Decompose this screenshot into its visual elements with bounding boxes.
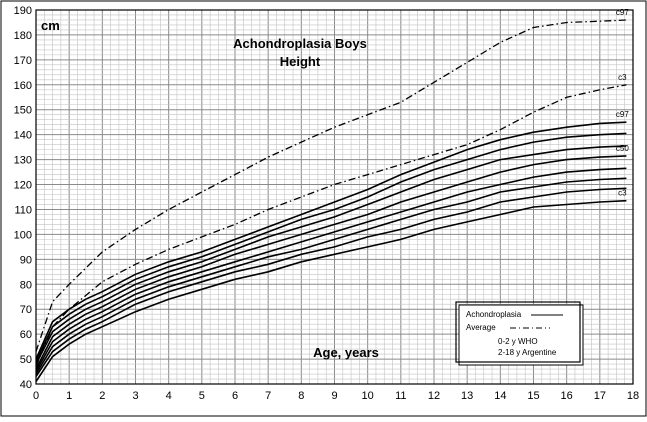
y-axis-unit: cm — [41, 18, 60, 33]
y-tick-label: 180 — [14, 30, 32, 42]
x-tick-label: 4 — [166, 390, 172, 402]
curve-label-c97: c97 — [616, 8, 629, 17]
y-tick-label: 160 — [14, 80, 32, 92]
series-line-average-1 — [35, 84, 627, 367]
y-tick-label: 100 — [14, 229, 32, 241]
x-tick-label: 1 — [66, 390, 72, 402]
grid — [35, 9, 634, 385]
x-tick-label: 14 — [494, 390, 506, 402]
y-tick-label: 170 — [14, 55, 32, 67]
x-tick-label: 10 — [362, 390, 374, 402]
series-line-achondroplasia-7 — [35, 177, 627, 375]
curve-label-c50: c50 — [616, 144, 629, 153]
x-tick-label: 17 — [594, 390, 606, 402]
y-tick-label: 40 — [20, 379, 32, 391]
x-tick-label: 9 — [331, 390, 337, 402]
y-tick-label: 80 — [20, 279, 32, 291]
x-tick-label: 3 — [132, 390, 138, 402]
series-line-achondroplasia-4 — [35, 145, 627, 365]
legend: Achondroplasia Average 0-2 y WHO 2-18 y … — [455, 301, 584, 366]
y-tick-label: 110 — [14, 204, 32, 216]
x-tick-label: 8 — [298, 390, 304, 402]
y-tick-label: 120 — [14, 180, 32, 192]
y-tick-label: 60 — [20, 329, 32, 341]
legend-box — [458, 304, 584, 366]
x-tick-label: 6 — [232, 390, 238, 402]
x-tick-label: 5 — [199, 390, 205, 402]
series-line-achondroplasia-6 — [35, 167, 627, 372]
legend-entry-average: Average — [466, 323, 496, 332]
chart-title: Achondroplasia Boys — [233, 36, 367, 51]
x-tick-label: 0 — [33, 390, 39, 402]
y-tick-label: 150 — [14, 105, 32, 117]
x-tick-label: 15 — [527, 390, 539, 402]
y-tick-label: 90 — [20, 254, 32, 266]
x-axis-label: Age, years — [313, 345, 379, 360]
legend-entry-who: 0-2 y WHO — [498, 337, 538, 346]
series-line-achondroplasia-8 — [35, 187, 627, 377]
y-tick-label: 140 — [14, 130, 32, 142]
y-tick-label: 50 — [20, 354, 32, 366]
series-line-achondroplasia-5 — [35, 155, 627, 370]
x-tick-label: 13 — [461, 390, 473, 402]
x-tick-label: 7 — [265, 390, 271, 402]
legend-entry-achondroplasia: Achondroplasia — [466, 310, 522, 319]
series-layer — [35, 19, 627, 382]
labels-layer: c97 c3 c97 c50 c3 — [616, 8, 629, 198]
series-line-average-0 — [35, 19, 627, 352]
curve-label-c3: c3 — [618, 189, 627, 198]
series-line-achondroplasia-9 — [35, 199, 627, 382]
y-tick-label: 70 — [20, 304, 32, 316]
x-tick-label: 2 — [99, 390, 105, 402]
x-tick-label: 16 — [561, 390, 573, 402]
y-tick-label: 130 — [14, 155, 32, 167]
y-tick-label: 190 — [14, 5, 32, 17]
x-tick-label: 11 — [395, 390, 406, 402]
x-tick-label: 18 — [627, 390, 639, 402]
plot-area-border — [35, 9, 634, 385]
curve-label-c3: c3 — [618, 73, 627, 82]
series-line-achondroplasia-3 — [35, 132, 627, 362]
curve-label-c97: c97 — [616, 110, 629, 119]
series-line-achondroplasia-2 — [35, 121, 627, 360]
axes: 0 1 2 3 4 5 6 7 8 9 10 11 12 13 14 15 16 17 18405060708090… — [14, 5, 639, 402]
legend-entry-argentine: 2-18 y Argentine — [498, 348, 557, 357]
legend-frame — [455, 301, 581, 363]
chart-subtitle: Height — [280, 54, 321, 69]
x-tick-label: 12 — [428, 390, 440, 402]
